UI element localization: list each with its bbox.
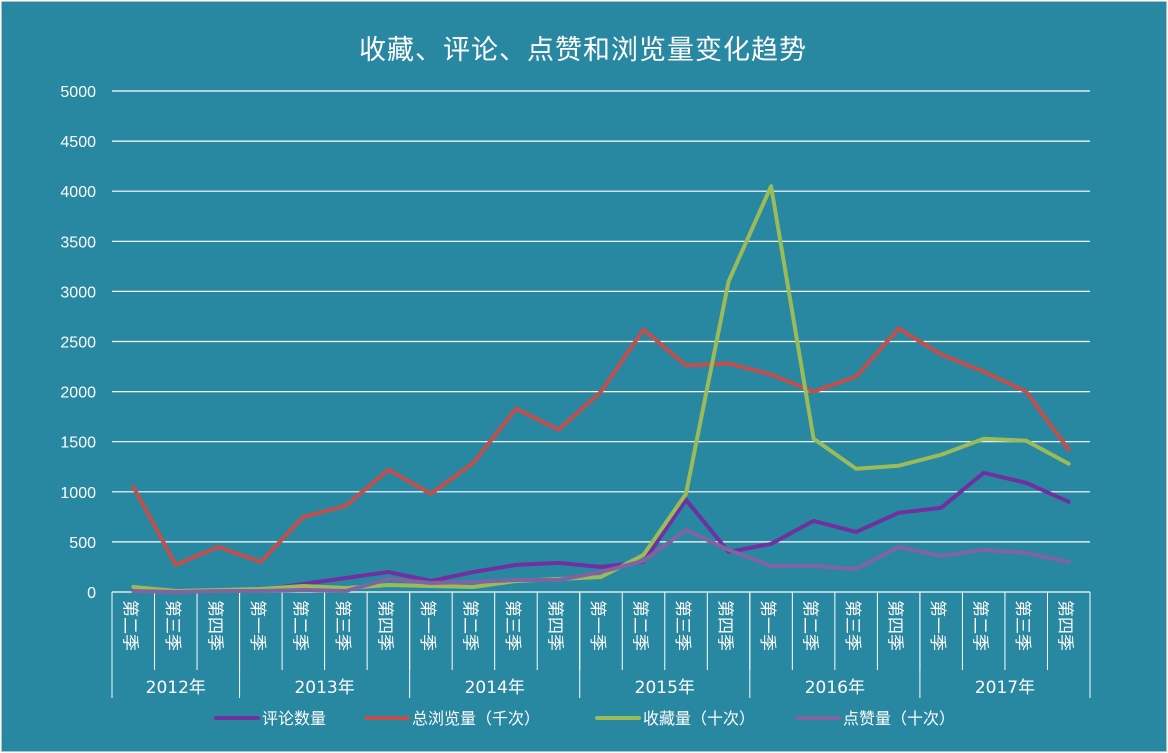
legend-label: 评论数量 xyxy=(262,709,326,728)
x-year-label: 2014年 xyxy=(465,678,525,698)
x-tick-label: 第一季 xyxy=(417,600,437,651)
y-tick-label: 5000 xyxy=(60,84,96,101)
x-tick-label: 第三季 xyxy=(672,600,692,651)
y-tick-label: 2500 xyxy=(60,335,96,352)
x-tick-label: 第三季 xyxy=(332,600,352,651)
x-tick-label: 第四季 xyxy=(204,600,224,651)
x-tick-label: 第四季 xyxy=(1055,600,1075,651)
x-tick-label: 第一季 xyxy=(927,600,947,651)
x-tick-label: 第三季 xyxy=(1012,600,1032,651)
x-tick-label: 第一季 xyxy=(587,600,607,651)
legend-label: 收藏量（十次） xyxy=(643,709,755,728)
x-tick-label: 第二季 xyxy=(970,600,990,651)
x-tick-label: 第二季 xyxy=(800,600,820,651)
x-tick-label: 第四季 xyxy=(715,600,735,651)
x-tick-label: 第一季 xyxy=(247,600,267,651)
y-tick-label: 1000 xyxy=(60,485,96,502)
x-year-label: 2015年 xyxy=(635,678,695,698)
series-line xyxy=(131,184,1071,593)
legend-label: 点赞量（十次） xyxy=(843,709,955,728)
y-tick-label: 4500 xyxy=(60,134,96,151)
x-year-label: 2013年 xyxy=(294,678,354,698)
x-tick-label: 第二季 xyxy=(630,600,650,651)
x-year-label: 2012年 xyxy=(146,678,206,698)
y-tick-label: 500 xyxy=(69,535,96,552)
x-tick-label: 第二季 xyxy=(459,600,479,651)
y-tick-label: 1500 xyxy=(60,435,96,452)
y-tick-label: 0 xyxy=(87,585,96,602)
x-tick-label: 第三季 xyxy=(842,600,862,651)
x-tick-label: 第二季 xyxy=(119,600,139,651)
x-tick-label: 第二季 xyxy=(289,600,309,651)
legend-label: 总浏览量（千次） xyxy=(412,709,540,728)
x-tick-label: 第一季 xyxy=(757,600,777,651)
x-tick-label: 第三季 xyxy=(502,600,522,651)
x-year-label: 2017年 xyxy=(975,678,1035,698)
y-tick-label: 3000 xyxy=(60,284,96,301)
chart-title: 收藏、评论、点赞和浏览量变化趋势 xyxy=(359,35,807,66)
y-tick-label: 2000 xyxy=(60,385,96,402)
x-year-label: 2016年 xyxy=(805,678,865,698)
series-line xyxy=(131,326,1071,567)
x-tick-label: 第四季 xyxy=(885,600,905,651)
series-line xyxy=(131,527,1071,594)
x-tick-label: 第三季 xyxy=(162,600,182,651)
y-tick-label: 3500 xyxy=(60,234,96,251)
y-tick-label: 4000 xyxy=(60,184,96,201)
x-tick-label: 第四季 xyxy=(544,600,564,651)
x-tick-label: 第四季 xyxy=(374,600,394,651)
